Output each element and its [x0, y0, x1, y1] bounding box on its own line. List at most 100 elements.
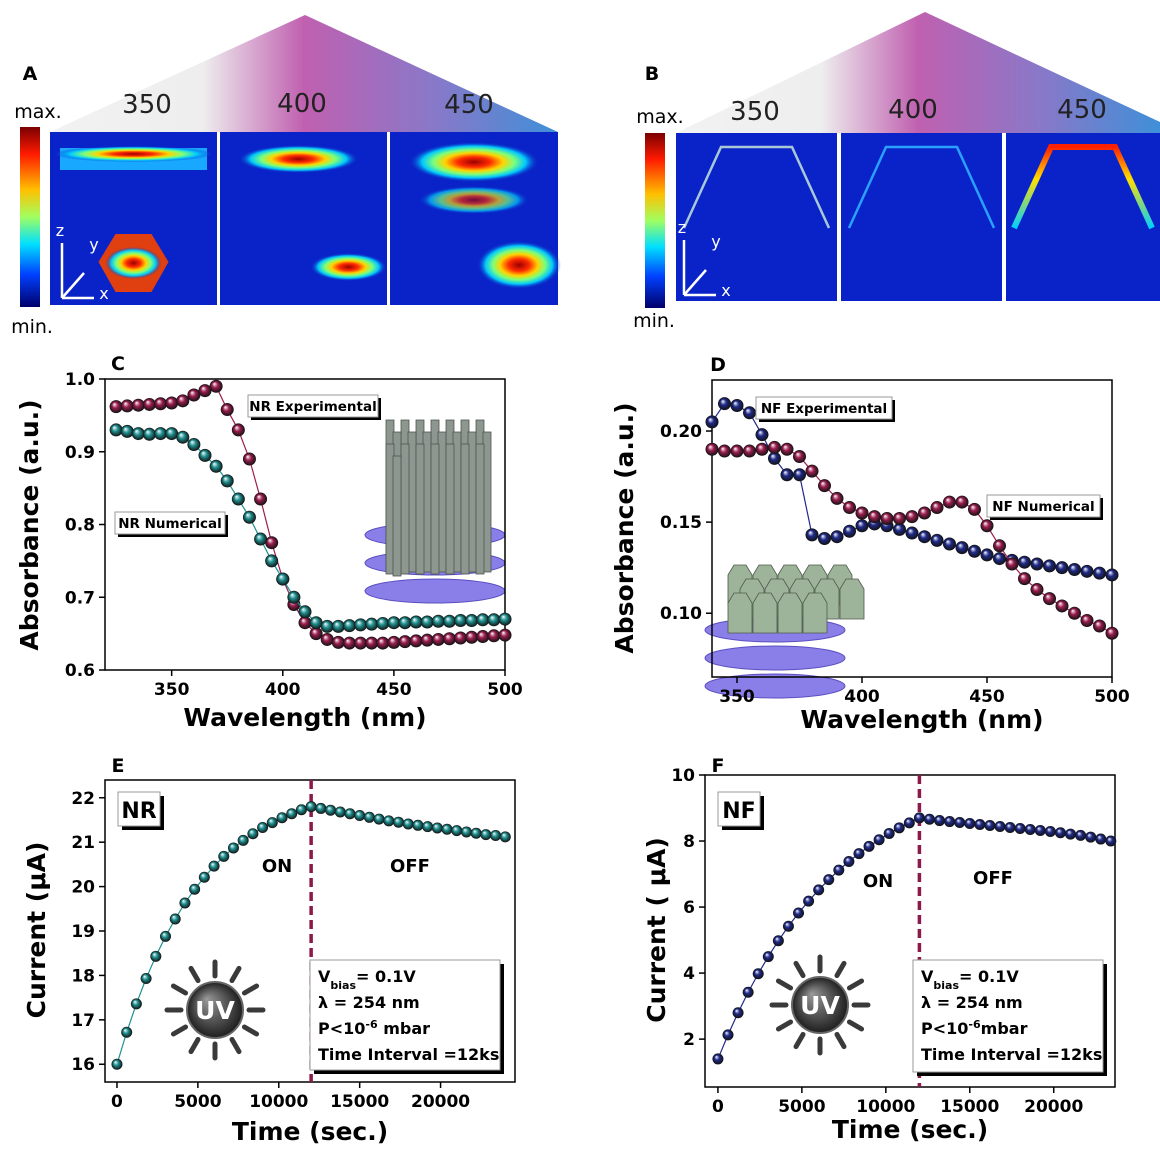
data-point: [383, 815, 394, 826]
data-point: [723, 1029, 734, 1040]
data-point: [187, 389, 200, 402]
colorbar: [645, 133, 665, 308]
data-point: [981, 548, 994, 561]
series-label: NR Experimental: [249, 399, 376, 415]
data-point: [354, 618, 367, 631]
y-tick-label: 0.9: [65, 443, 95, 463]
state-annotation: ON: [262, 856, 292, 877]
info-segment: = 0.1V: [959, 967, 1019, 986]
data-point: [247, 828, 258, 839]
data-point: [132, 399, 145, 412]
uv-ray: [244, 986, 256, 993]
uv-ray: [191, 1039, 198, 1051]
data-point: [868, 510, 881, 523]
y-tick-label: 4: [683, 964, 695, 984]
data-point: [806, 528, 819, 541]
field-hotspot: [106, 247, 162, 279]
data-point: [189, 884, 200, 895]
data-point: [480, 829, 491, 840]
data-point: [823, 874, 834, 885]
field-hotspot: [477, 241, 561, 289]
data-point: [451, 825, 462, 836]
data-point: [906, 527, 919, 540]
series-label: NR Numerical: [118, 516, 222, 532]
data-point: [141, 973, 152, 984]
data-point: [199, 449, 212, 462]
data-point: [232, 423, 245, 436]
data-point: [781, 468, 794, 481]
data-point: [818, 532, 831, 545]
field-hotspot: [239, 145, 359, 173]
data-point: [763, 951, 774, 962]
colorbar: [20, 127, 40, 307]
uv-ray: [232, 1039, 239, 1051]
y-tick-label: 0.15: [660, 513, 702, 533]
data-point: [267, 817, 278, 828]
inset-illustration: [705, 646, 845, 670]
panel-label: F: [712, 755, 725, 777]
colorbar-max-label: max.: [14, 101, 61, 123]
data-point: [454, 614, 467, 627]
y-tick-label: 0.6: [65, 661, 95, 681]
data-point: [121, 425, 134, 438]
data-point: [165, 397, 178, 410]
data-point: [864, 841, 875, 852]
data-point: [1068, 563, 1081, 576]
uv-ray: [796, 1034, 803, 1046]
info-segment: mbar: [378, 1019, 430, 1038]
data-point: [1043, 559, 1056, 572]
y-axis-title: Absorbance (a.u.): [15, 399, 44, 650]
axis-name: z: [56, 221, 64, 240]
data-point: [954, 817, 965, 828]
data-point: [218, 851, 229, 862]
data-point: [1065, 829, 1076, 840]
data-point: [306, 801, 317, 812]
data-point: [733, 1007, 744, 1018]
data-point: [906, 510, 919, 523]
field-hotspot: [54, 146, 214, 162]
data-point: [1045, 826, 1056, 837]
data-point: [210, 380, 223, 393]
x-tick-label: 20000: [411, 1092, 470, 1112]
data-point: [1068, 607, 1081, 620]
data-point: [1031, 558, 1044, 571]
data-point: [387, 636, 400, 649]
data-point: [243, 453, 256, 466]
data-point: [432, 615, 445, 628]
data-point: [343, 637, 356, 650]
inset-illustration: [365, 579, 505, 603]
x-tick-label: 500: [1094, 687, 1130, 707]
data-point: [918, 530, 931, 543]
y-tick-label: 19: [71, 922, 95, 942]
data-point: [831, 492, 844, 505]
data-point: [781, 443, 794, 456]
inset-illustration: [416, 444, 424, 574]
y-tick-label: 21: [71, 833, 95, 853]
x-tick-label: 10000: [856, 1097, 915, 1117]
wavelength-label: 450: [1057, 95, 1107, 125]
uv-ray: [244, 1027, 256, 1034]
data-point: [209, 861, 220, 872]
data-point: [981, 519, 994, 532]
data-point: [1106, 627, 1119, 640]
data-point: [1031, 583, 1044, 596]
data-point: [286, 808, 297, 819]
inset-illustration: [840, 579, 864, 619]
uv-ray: [837, 1034, 844, 1046]
data-point: [254, 533, 267, 546]
data-point: [154, 427, 167, 440]
x-axis-title: Wavelength (nm): [183, 703, 426, 732]
data-point: [500, 831, 511, 842]
data-point: [265, 536, 278, 549]
data-point: [221, 474, 234, 487]
data-point: [743, 406, 756, 419]
uv-ray: [849, 981, 861, 988]
data-point: [884, 828, 895, 839]
uv-ray: [173, 1027, 185, 1034]
data-point: [257, 822, 268, 833]
y-tick-label: 0.10: [660, 604, 702, 624]
data-point: [111, 1059, 122, 1070]
info-segment: mbar: [981, 1019, 1028, 1038]
data-point: [110, 423, 123, 436]
data-point: [718, 445, 731, 458]
